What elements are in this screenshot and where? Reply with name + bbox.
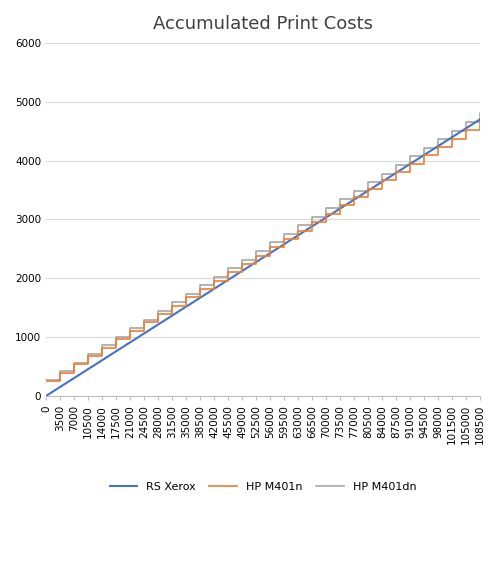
- RS Xerox: [337, 205, 343, 212]
- RS Xerox: [113, 348, 119, 355]
- HP M401dn: [267, 248, 273, 255]
- RS Xerox: [169, 312, 175, 319]
- RS Xerox: [267, 250, 273, 257]
- RS Xerox: [99, 357, 105, 364]
- RS Xerox: [43, 393, 49, 400]
- RS Xerox: [477, 116, 483, 123]
- HP M401dn: [253, 256, 259, 263]
- RS Xerox: [183, 303, 189, 310]
- HP M401dn: [183, 299, 189, 306]
- RS Xerox: [239, 267, 245, 274]
- HP M401dn: [169, 307, 175, 314]
- RS Xerox: [197, 295, 203, 302]
- HP M401n: [169, 311, 175, 318]
- HP M401n: [477, 118, 483, 125]
- RS Xerox: [225, 277, 231, 284]
- RS Xerox: [393, 169, 399, 176]
- RS Xerox: [141, 330, 147, 337]
- RS Xerox: [435, 143, 441, 150]
- RS Xerox: [281, 241, 287, 248]
- RS Xerox: [379, 179, 385, 186]
- HP M401n: [253, 260, 259, 267]
- RS Xerox: [351, 196, 357, 203]
- RS Xerox: [449, 134, 455, 141]
- HP M401dn: [43, 376, 49, 383]
- RS Xerox: [211, 285, 217, 292]
- HP M401n: [43, 378, 49, 385]
- RS Xerox: [71, 375, 77, 382]
- Line: RS Xerox: RS Xerox: [46, 119, 480, 396]
- HP M401dn: [351, 196, 357, 203]
- RS Xerox: [295, 232, 301, 239]
- HP M401n: [477, 127, 483, 134]
- RS Xerox: [407, 161, 413, 168]
- RS Xerox: [365, 187, 371, 194]
- RS Xerox: [463, 125, 469, 132]
- Line: HP M401n: HP M401n: [46, 122, 480, 381]
- RS Xerox: [421, 151, 427, 158]
- HP M401n: [267, 252, 273, 259]
- RS Xerox: [253, 259, 259, 266]
- Legend: RS Xerox, HP M401n, HP M401dn: RS Xerox, HP M401n, HP M401dn: [106, 477, 420, 496]
- HP M401dn: [477, 118, 483, 125]
- Line: HP M401dn: HP M401dn: [46, 114, 480, 380]
- HP M401n: [351, 202, 357, 209]
- RS Xerox: [309, 223, 315, 230]
- RS Xerox: [323, 214, 329, 221]
- Title: Accumulated Print Costs: Accumulated Print Costs: [153, 15, 373, 33]
- HP M401dn: [477, 110, 483, 117]
- RS Xerox: [155, 321, 161, 328]
- RS Xerox: [85, 366, 91, 373]
- HP M401n: [183, 302, 189, 309]
- RS Xerox: [57, 383, 63, 390]
- RS Xerox: [127, 339, 133, 346]
